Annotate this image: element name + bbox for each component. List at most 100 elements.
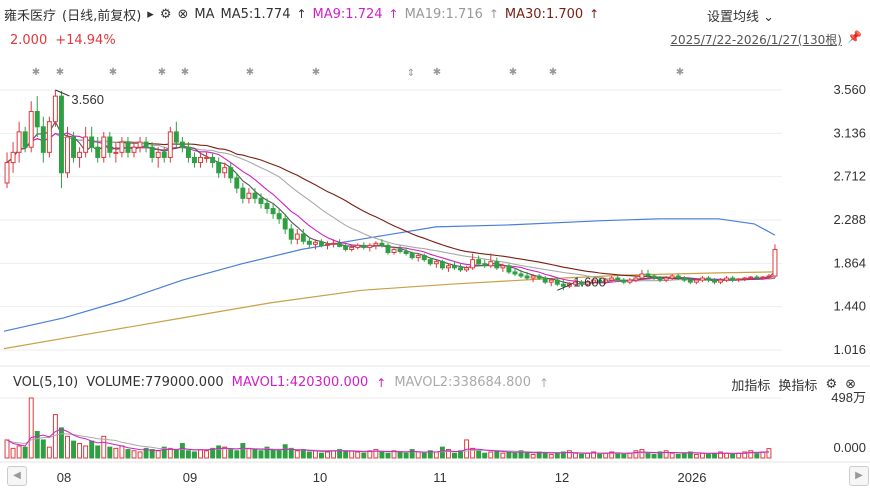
candle-body <box>40 126 46 153</box>
x-tick-label: 10 <box>313 470 327 485</box>
candle-body <box>234 177 240 189</box>
x-tick-label: 09 <box>183 470 197 485</box>
add-indicator-button[interactable]: 加指标 <box>731 379 771 394</box>
volume-bar <box>512 452 518 459</box>
ma19-value: MA19:1.716 <box>404 6 483 22</box>
volume-bar <box>367 450 373 459</box>
candle-body <box>52 95 58 123</box>
candle-body <box>385 244 391 254</box>
volume-bar <box>107 446 113 459</box>
candle-body <box>766 275 772 278</box>
scroll-left-button[interactable]: ◀ <box>7 466 27 486</box>
y-tick-label: 1.864 <box>833 255 866 270</box>
candle-body <box>397 248 403 252</box>
volume-bar <box>10 447 16 459</box>
volume-bar <box>560 451 566 459</box>
ma-settings-label: 设置均线 <box>706 10 759 25</box>
candle-body <box>300 233 306 242</box>
up-arrow-icon: ↑ <box>538 375 550 390</box>
candle-body <box>705 277 711 281</box>
volume-bar <box>149 449 155 459</box>
candle-body <box>137 141 143 148</box>
candle-body <box>22 131 28 148</box>
volume-bar <box>58 427 64 459</box>
ma30-value: MA30:1.700 <box>504 6 584 22</box>
volume-bar <box>500 452 506 459</box>
volume-bar <box>185 450 191 459</box>
candle-body <box>101 136 107 158</box>
candle-body <box>113 151 119 154</box>
volume-bar <box>240 443 246 459</box>
volume-bar <box>542 452 548 459</box>
volume-bar <box>639 449 645 459</box>
candle-body <box>294 233 300 240</box>
volume-bar <box>131 450 137 459</box>
volume-bar <box>40 439 46 459</box>
candle-body <box>312 241 318 245</box>
pin-icon[interactable]: 📌 <box>847 30 862 44</box>
candle-body <box>373 242 379 246</box>
candle-body <box>621 279 627 283</box>
volume-bar <box>294 450 300 459</box>
candle-body <box>585 281 590 285</box>
candle-body <box>34 110 40 128</box>
candle-body <box>724 277 730 281</box>
low-annotation: 1.600 <box>573 274 606 289</box>
volume-bar <box>494 450 500 459</box>
candle-body <box>506 265 512 273</box>
volume-bar <box>234 450 240 459</box>
candle-body <box>119 141 125 153</box>
date-range[interactable]: 2025/7/22-2026/1/27(130根) <box>670 33 842 47</box>
candle-body <box>536 275 542 279</box>
candle-body <box>730 277 736 281</box>
candle-body <box>603 279 609 283</box>
scroll-right-button[interactable]: ▶ <box>849 466 869 486</box>
volume-bar <box>566 450 572 459</box>
event-marker-icon: ✱ <box>549 67 557 78</box>
volume-bar <box>22 446 28 459</box>
high-marker-arrow <box>55 89 70 97</box>
switch-indicator-button[interactable]: 换指标 <box>778 379 818 394</box>
candle-body <box>391 248 397 253</box>
gear-icon[interactable]: ⚙ <box>825 377 838 392</box>
candle-body <box>58 95 64 174</box>
volume-bar <box>312 450 318 459</box>
close-icon[interactable]: ⊗ <box>177 6 189 22</box>
volume-bar <box>645 452 651 459</box>
volume-bar <box>343 451 349 459</box>
y-tick-label: 1.016 <box>833 342 866 357</box>
candle-body <box>228 167 234 179</box>
volume-bar <box>748 450 754 459</box>
candle-body <box>699 277 705 281</box>
volume-bar <box>349 450 355 459</box>
candle-body <box>258 197 264 204</box>
candle-body <box>542 277 548 283</box>
candle-body <box>452 265 457 269</box>
volume-bar <box>361 452 367 459</box>
vol-axis-top: 498万 <box>831 390 866 405</box>
candle-body <box>222 167 228 174</box>
current-price: 2.000 <box>10 32 48 48</box>
header-row-price: 2.000 +14.94% <box>10 31 116 49</box>
volume-bar <box>270 449 276 459</box>
high-annotation: 3.560 <box>71 92 104 107</box>
close-icon[interactable]: ⊗ <box>845 377 856 392</box>
ma-settings-button[interactable]: 设置均线 ⌄ <box>707 6 774 25</box>
gear-icon[interactable]: ⚙ <box>159 6 172 22</box>
event-marker-icon: ✱ <box>109 67 117 78</box>
candle-body <box>464 267 470 271</box>
volume-bar <box>415 451 421 459</box>
volume-bar <box>216 445 222 459</box>
stock-name: 雍禾医疗 <box>4 8 57 24</box>
play-icon[interactable]: ▸ <box>147 6 154 22</box>
event-marker-icon: ✱ <box>181 67 189 78</box>
candle-body <box>639 273 645 279</box>
candle-body <box>742 277 748 280</box>
candle-body <box>421 255 427 261</box>
volume-bar <box>385 452 391 459</box>
candle-body <box>754 276 760 279</box>
y-tick-label: 1.440 <box>833 299 866 314</box>
volume-bar <box>470 447 476 459</box>
volume-bar <box>488 451 494 459</box>
